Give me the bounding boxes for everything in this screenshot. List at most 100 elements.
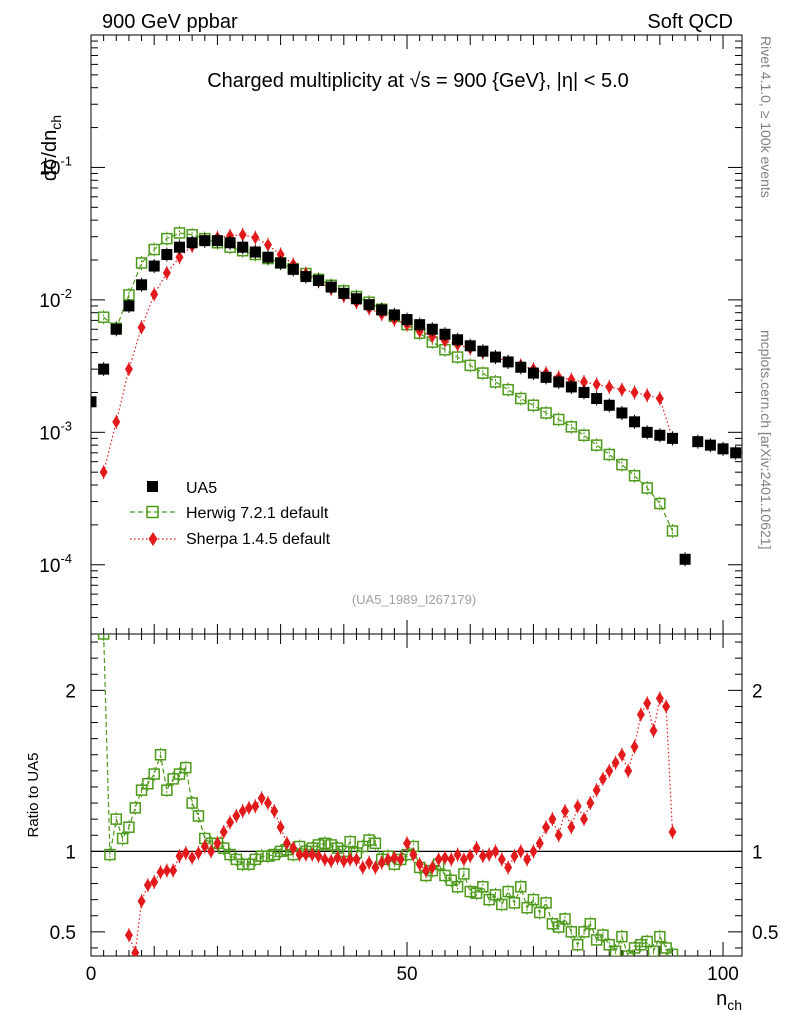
herwig-main-point bbox=[477, 367, 489, 379]
sherpa-main-point bbox=[124, 362, 133, 376]
sherpa-ratio-point bbox=[358, 860, 367, 874]
sherpa-ratio-point bbox=[428, 860, 437, 874]
herwig-ratio-point bbox=[641, 935, 653, 948]
herwig-ratio-point bbox=[477, 881, 489, 893]
sherpa-ratio-point bbox=[453, 848, 462, 862]
sherpa-ratio-point bbox=[504, 860, 513, 874]
ua5-main-point bbox=[161, 249, 173, 261]
ua5-main-point bbox=[275, 257, 287, 269]
sherpa-ratio-point bbox=[263, 796, 272, 810]
sherpa-ratio-point bbox=[554, 828, 563, 842]
ratio-ytick-label-right: 2 bbox=[752, 681, 763, 702]
ratio-plot-frame bbox=[90, 633, 743, 957]
main-ytick-label-base: 10 bbox=[39, 158, 60, 179]
legend-marker-sherpa bbox=[148, 532, 158, 546]
sherpa-ratio-point bbox=[301, 848, 310, 862]
main-ytick-label: 10-4 bbox=[39, 551, 72, 577]
ua5-main-point bbox=[325, 281, 337, 293]
herwig-ratio-point bbox=[502, 885, 514, 898]
main-ytick-label-base: 10 bbox=[39, 423, 60, 444]
sherpa-main-point bbox=[238, 228, 247, 242]
sherpa-ratio-point bbox=[485, 848, 494, 862]
sherpa-ratio-point bbox=[567, 820, 576, 834]
main-ytick-label: 10-3 bbox=[39, 418, 72, 444]
herwig-ratio-point bbox=[584, 918, 597, 930]
sherpa-ratio-point bbox=[308, 848, 317, 862]
sherpa-ratio-point bbox=[403, 836, 412, 850]
herwig-ratio-point bbox=[104, 848, 116, 861]
ua5-main-point bbox=[91, 396, 97, 408]
sherpa-main-point bbox=[263, 238, 272, 252]
sherpa-ratio-point bbox=[459, 852, 468, 866]
sherpa-ratio-point bbox=[371, 860, 380, 874]
main-ytick-label: 10-2 bbox=[39, 286, 72, 312]
sherpa-ratio-point bbox=[605, 764, 614, 778]
sherpa-ratio-point bbox=[624, 764, 633, 778]
herwig-ratio-point bbox=[489, 889, 502, 901]
herwig-ratio-point bbox=[635, 938, 647, 951]
mcplots-label: mcplots.cern.ch [arXiv:2401.10621] bbox=[758, 330, 774, 549]
sherpa-ratio-point bbox=[320, 852, 329, 866]
herwig-ratio-point bbox=[546, 918, 559, 930]
ua5-main-point bbox=[338, 287, 350, 299]
main-ylabel-main: dσ/dn bbox=[39, 130, 61, 181]
sherpa-ratio-point bbox=[339, 854, 348, 868]
ua5-main-point bbox=[136, 279, 148, 291]
herwig-ratio-point bbox=[173, 768, 186, 780]
herwig-ratio-point bbox=[666, 948, 679, 956]
sherpa-ratio-point bbox=[592, 783, 601, 797]
legend-label-ua5: UA5 bbox=[186, 480, 217, 497]
main-ytick-label-exp: -2 bbox=[60, 286, 72, 301]
herwig-main-point bbox=[565, 421, 578, 433]
sherpa-ratio-point bbox=[282, 836, 291, 850]
sherpa-ratio-point bbox=[466, 849, 475, 863]
ua5-main-point bbox=[173, 241, 185, 253]
ua5-main-point bbox=[249, 246, 261, 258]
sherpa-ratio-point bbox=[598, 772, 607, 786]
herwig-ratio-point bbox=[622, 950, 634, 956]
herwig-ratio-point bbox=[654, 930, 666, 943]
sherpa-ratio-point bbox=[611, 756, 620, 770]
sherpa-ratio-point bbox=[226, 815, 235, 829]
sherpa-main-point bbox=[655, 392, 664, 406]
herwig-main-point bbox=[451, 351, 464, 363]
herwig-ratio-point bbox=[236, 858, 249, 870]
sherpa-ratio-point bbox=[561, 804, 570, 818]
ua5-main-point bbox=[553, 376, 565, 388]
ua5-main-point bbox=[603, 399, 615, 411]
herwig-ratio-point bbox=[609, 945, 622, 956]
ratio-xlabel-sub: ch bbox=[727, 997, 742, 1013]
main-ytick-label-exp: -4 bbox=[60, 551, 72, 566]
sherpa-ratio-line bbox=[128, 696, 674, 953]
ua5-main-point bbox=[363, 299, 375, 311]
main-ytick-label-exp: -3 bbox=[60, 418, 72, 433]
chart-title: Charged multiplicity at √s = 900 {GeV}, … bbox=[207, 70, 629, 92]
main-ytick-label: 10-1 bbox=[39, 153, 72, 179]
herwig-ratio-point bbox=[154, 749, 167, 761]
herwig-main-point bbox=[590, 439, 603, 451]
sherpa-ratio-point bbox=[447, 852, 456, 866]
herwig-ratio-point bbox=[180, 761, 192, 774]
herwig-main-point bbox=[578, 429, 590, 442]
ratio-xtick-label: 100 bbox=[707, 964, 739, 985]
sherpa-ratio-point bbox=[510, 849, 519, 863]
herwig-ratio-point bbox=[135, 784, 148, 796]
herwig-main-point bbox=[148, 243, 160, 256]
ua5-main-point bbox=[110, 323, 122, 335]
ratio-ytick-label-left: 0.5 bbox=[50, 923, 76, 944]
legend-marker-ua5 bbox=[147, 481, 158, 492]
ua5-main-point bbox=[679, 553, 691, 565]
ratio-ylabel: Ratio to UA5 bbox=[25, 752, 42, 837]
sherpa-ratio-point bbox=[662, 699, 671, 713]
sherpa-ratio-point bbox=[421, 864, 430, 878]
herwig-ratio-point bbox=[445, 874, 458, 887]
sherpa-ratio-point bbox=[390, 851, 399, 865]
ua5-main-point bbox=[616, 407, 628, 419]
herwig-main-point bbox=[641, 482, 653, 494]
herwig-ratio-point bbox=[552, 921, 565, 933]
ua5-main-point bbox=[629, 416, 641, 428]
herwig-ratio-point bbox=[268, 848, 281, 861]
sherpa-ratio-point bbox=[352, 852, 361, 866]
ua5-main-point bbox=[666, 432, 678, 444]
sherpa-ratio-point bbox=[124, 928, 133, 942]
